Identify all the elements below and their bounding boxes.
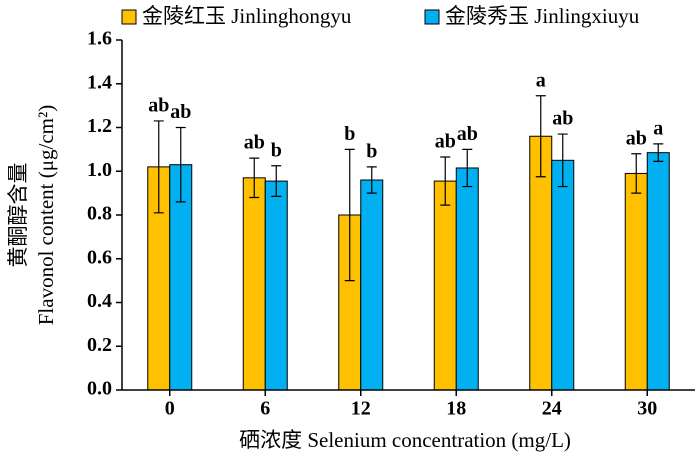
annotation: a — [536, 69, 546, 91]
bar — [624, 172, 648, 391]
x-tick-label: 30 — [637, 398, 657, 420]
y-tick-label: 0.6 — [87, 246, 112, 268]
x-tick-label: 0 — [165, 398, 175, 420]
error-bar — [462, 148, 473, 188]
error-bar — [249, 157, 260, 199]
annotation: ab — [626, 127, 647, 149]
y-tick-label: 0.4 — [87, 290, 112, 312]
annotation: ab — [435, 131, 456, 153]
x-tick-label: 18 — [446, 398, 466, 420]
legend-swatch — [121, 9, 137, 25]
y-tick-label: 1.0 — [87, 159, 112, 181]
annotation: b — [344, 123, 355, 145]
annotation: ab — [148, 95, 169, 117]
error-bar — [557, 133, 568, 188]
error-bar — [631, 153, 642, 194]
error-bar — [535, 95, 546, 178]
y-tick-label: 0.8 — [87, 203, 112, 225]
y-tick-label: 1.4 — [87, 71, 112, 93]
y-tick-label: 0.0 — [87, 378, 112, 400]
x-tick-label: 6 — [260, 398, 270, 420]
annotation: ab — [552, 108, 573, 130]
legend-label: 金陵秀玉 Jinlingxiuyu — [445, 4, 640, 28]
error-bar — [271, 165, 282, 198]
y-tick-label: 0.2 — [87, 334, 112, 356]
annotation: ab — [244, 132, 265, 154]
bar — [551, 159, 575, 391]
error-bar — [344, 148, 355, 282]
y-tick-label: 1.2 — [87, 115, 112, 137]
error-bar — [653, 143, 664, 163]
x-tick-label: 12 — [351, 398, 371, 420]
annotation: a — [653, 118, 663, 140]
annotation: ab — [457, 123, 478, 145]
x-axis-label: 硒浓度 Selenium concentration (mg/L) — [239, 428, 571, 452]
bar — [646, 152, 670, 391]
error-bar — [153, 120, 164, 214]
annotation: b — [366, 140, 377, 162]
x-tick-label: 24 — [542, 398, 562, 420]
error-bar — [366, 166, 377, 194]
bar — [242, 177, 266, 391]
error-bar — [175, 126, 186, 203]
legend-swatch — [424, 9, 440, 25]
bar — [264, 180, 288, 391]
legend-label: 金陵红玉 Jinlinghongyu — [142, 4, 352, 28]
y-axis-label: 黄酮醇含量 — [6, 163, 30, 268]
y-tick-label: 1.6 — [87, 28, 112, 50]
bar — [455, 167, 479, 391]
annotation: ab — [170, 101, 191, 123]
annotation: b — [271, 139, 282, 161]
y-axis-label: Flavonol content (μg/cm²) — [34, 105, 58, 326]
bar — [433, 180, 457, 391]
error-bar — [440, 156, 451, 206]
bar — [360, 179, 384, 391]
